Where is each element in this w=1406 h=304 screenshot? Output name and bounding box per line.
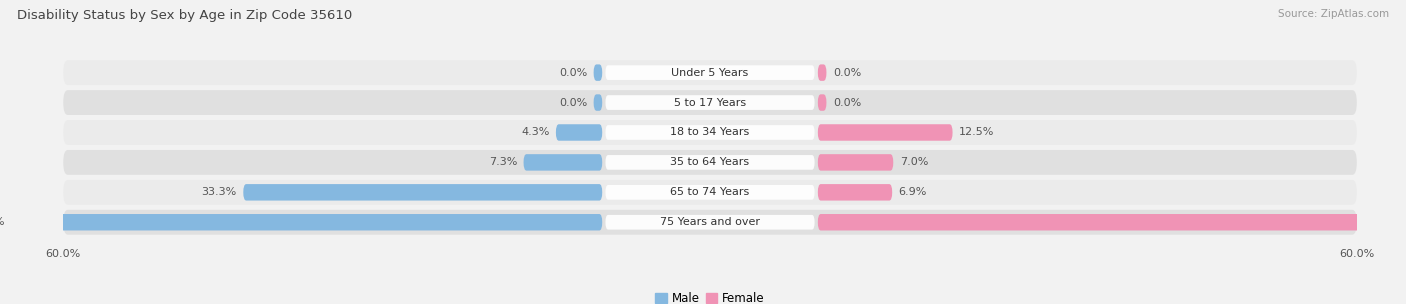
FancyBboxPatch shape [606,185,814,200]
FancyBboxPatch shape [593,64,602,81]
FancyBboxPatch shape [606,215,814,230]
Text: 75 Years and over: 75 Years and over [659,217,761,227]
Text: 0.0%: 0.0% [832,67,860,78]
FancyBboxPatch shape [11,214,602,230]
Text: 12.5%: 12.5% [959,127,994,137]
Text: 5 to 17 Years: 5 to 17 Years [673,98,747,108]
FancyBboxPatch shape [606,65,814,80]
Text: 0.0%: 0.0% [560,67,588,78]
FancyBboxPatch shape [63,150,1357,175]
Text: 4.3%: 4.3% [522,127,550,137]
Text: 35 to 64 Years: 35 to 64 Years [671,157,749,168]
Text: 7.0%: 7.0% [900,157,928,168]
FancyBboxPatch shape [63,180,1357,205]
FancyBboxPatch shape [818,124,953,141]
Text: 0.0%: 0.0% [560,98,588,108]
FancyBboxPatch shape [63,120,1357,145]
Text: 7.3%: 7.3% [489,157,517,168]
Text: 18 to 34 Years: 18 to 34 Years [671,127,749,137]
FancyBboxPatch shape [555,124,602,141]
FancyBboxPatch shape [63,60,1357,85]
FancyBboxPatch shape [818,94,827,111]
FancyBboxPatch shape [818,214,1406,230]
Text: 65 to 74 Years: 65 to 74 Years [671,187,749,197]
FancyBboxPatch shape [606,125,814,140]
Text: Disability Status by Sex by Age in Zip Code 35610: Disability Status by Sex by Age in Zip C… [17,9,352,22]
Text: 33.3%: 33.3% [201,187,236,197]
Text: 0.0%: 0.0% [832,98,860,108]
FancyBboxPatch shape [818,184,893,201]
FancyBboxPatch shape [243,184,602,201]
FancyBboxPatch shape [606,155,814,170]
Text: Under 5 Years: Under 5 Years [672,67,748,78]
FancyBboxPatch shape [63,90,1357,115]
Text: Source: ZipAtlas.com: Source: ZipAtlas.com [1278,9,1389,19]
Text: 6.9%: 6.9% [898,187,927,197]
FancyBboxPatch shape [606,95,814,110]
Text: 54.8%: 54.8% [0,217,6,227]
Legend: Male, Female: Male, Female [651,288,769,304]
FancyBboxPatch shape [593,94,602,111]
FancyBboxPatch shape [63,210,1357,235]
FancyBboxPatch shape [818,64,827,81]
FancyBboxPatch shape [818,154,893,171]
FancyBboxPatch shape [523,154,602,171]
